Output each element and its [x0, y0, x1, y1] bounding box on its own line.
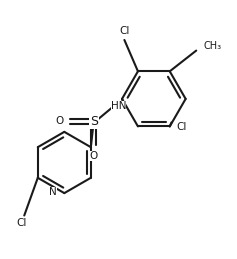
- Text: O: O: [90, 151, 98, 161]
- Text: Cl: Cl: [119, 26, 130, 37]
- Text: Cl: Cl: [17, 218, 27, 228]
- Text: N: N: [50, 187, 57, 197]
- Text: CH₃: CH₃: [203, 41, 221, 51]
- Text: Cl: Cl: [176, 122, 187, 132]
- Text: HN: HN: [111, 101, 126, 111]
- Text: O: O: [56, 116, 64, 126]
- Text: S: S: [90, 115, 98, 128]
